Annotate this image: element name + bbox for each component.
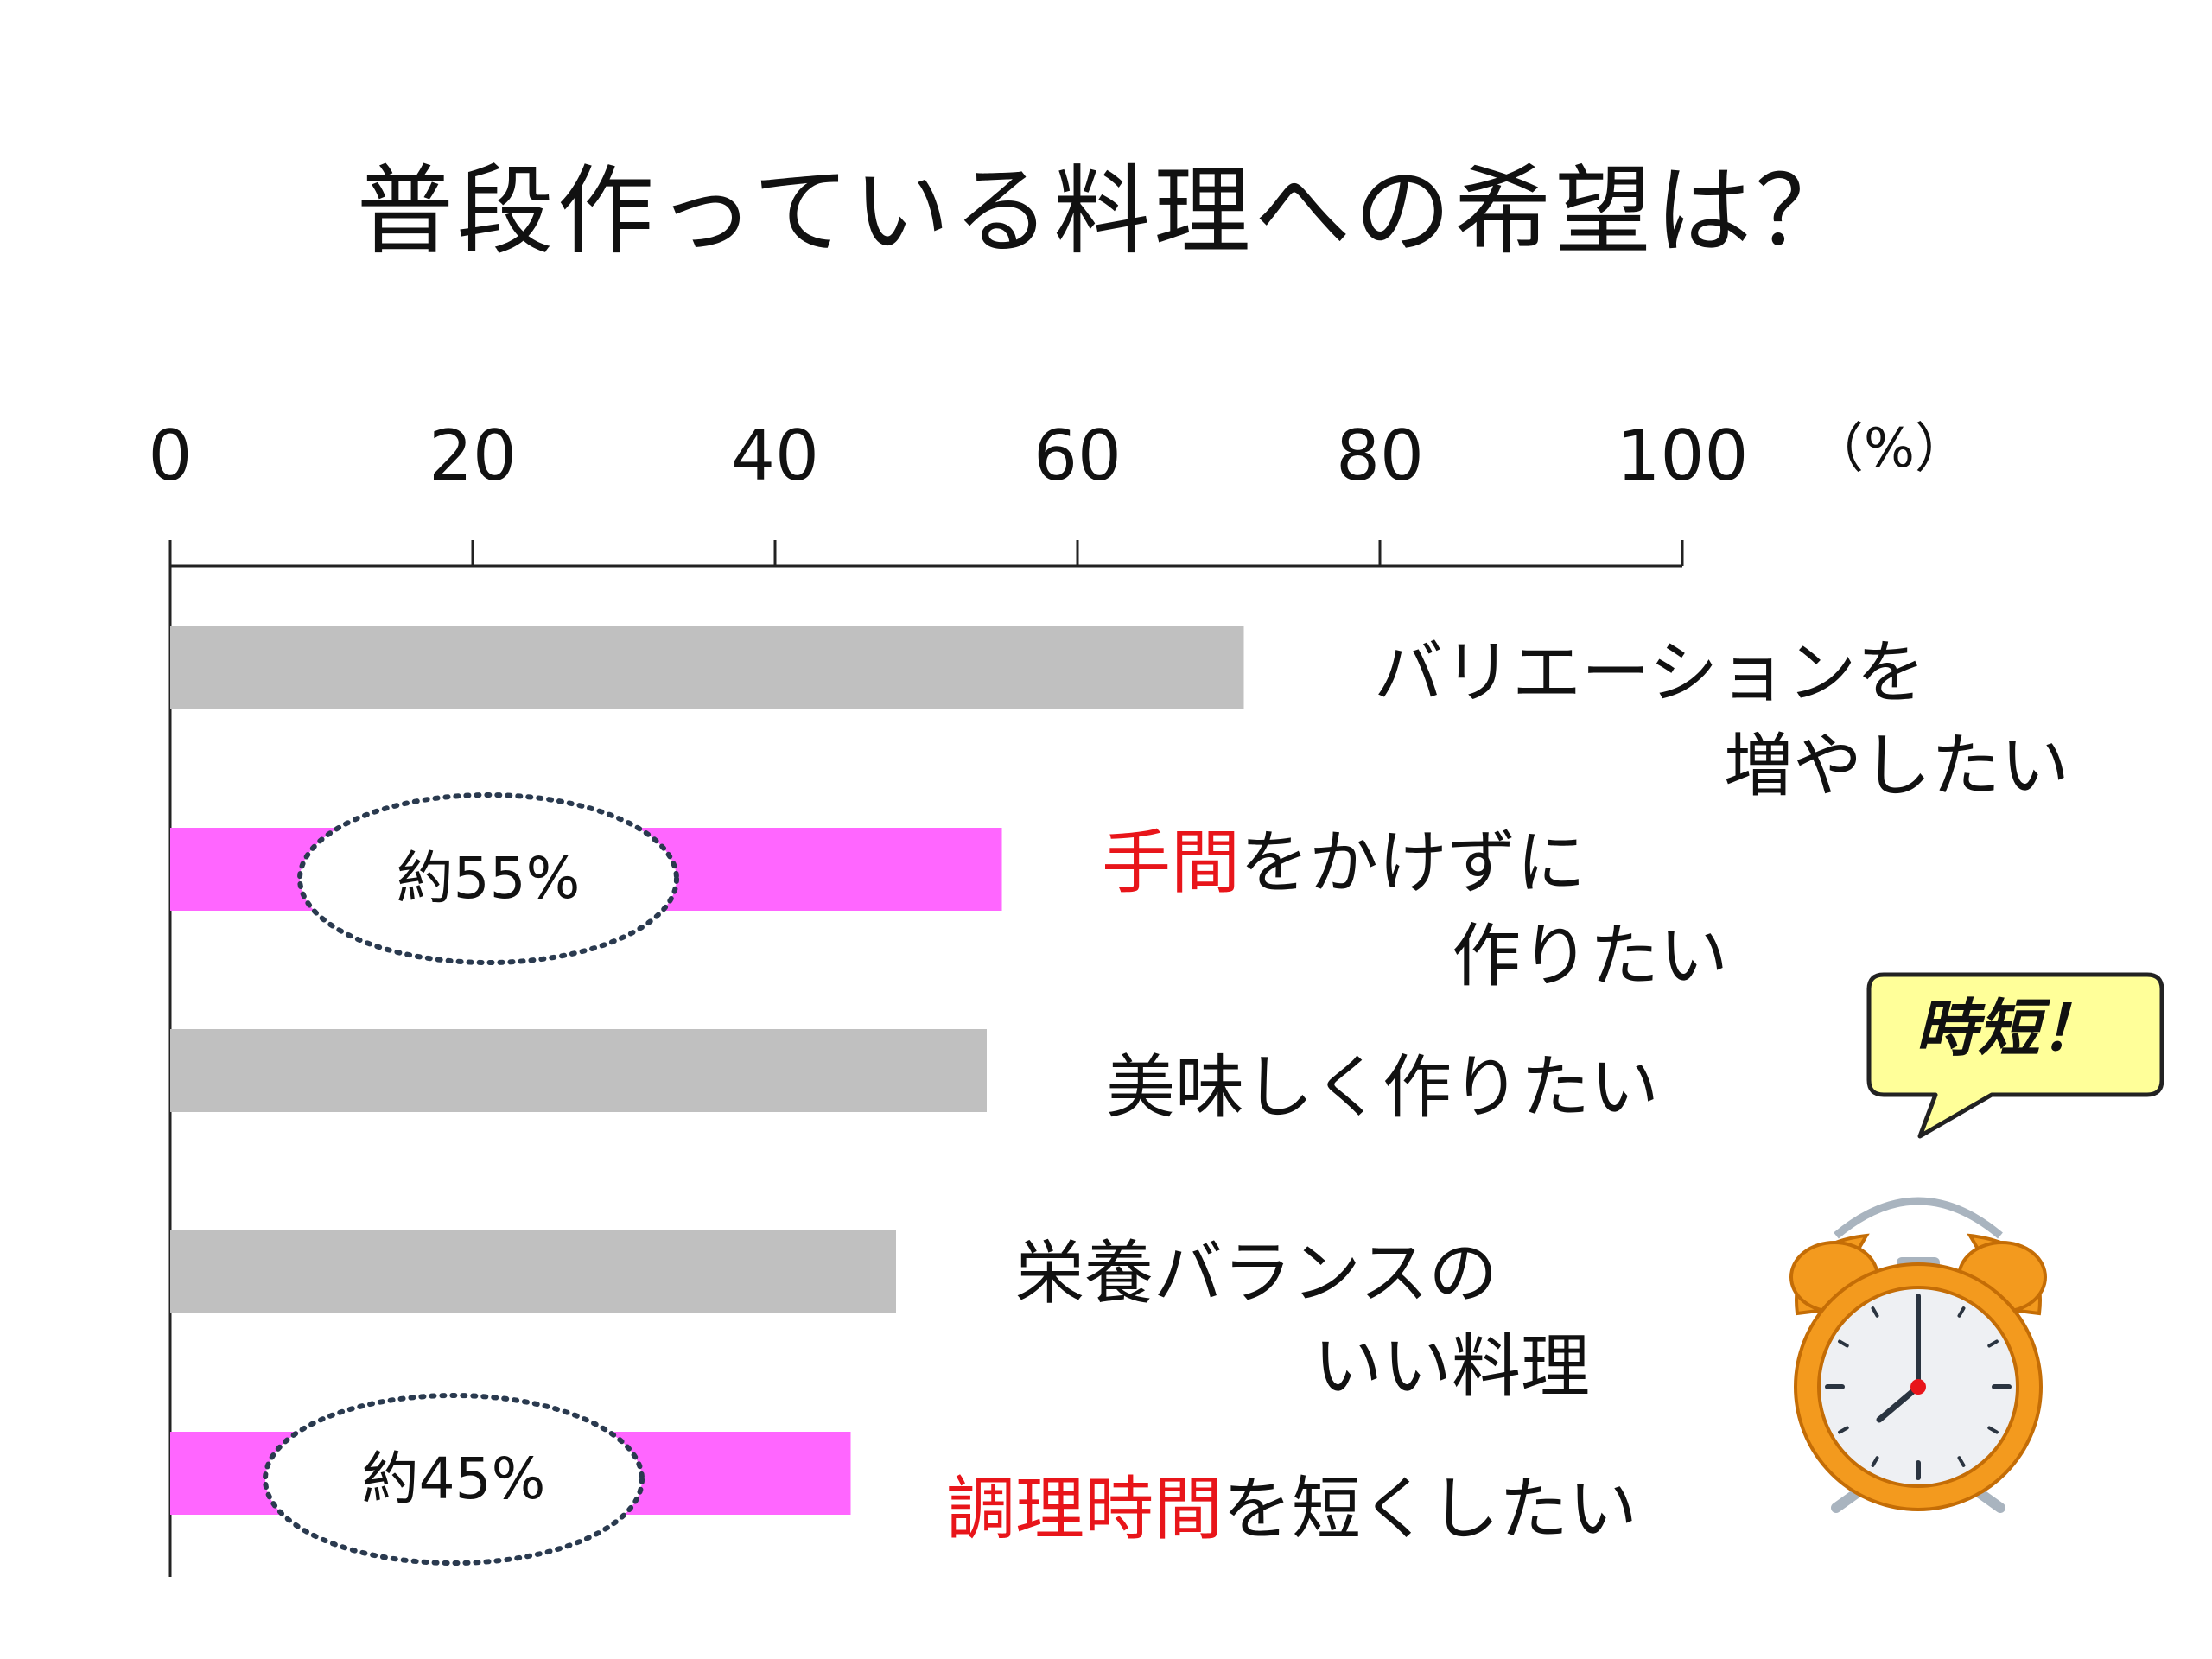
x-tick-label: 0 [149,416,193,496]
callout-ellipse [263,1393,645,1566]
clock-tick [1957,1456,1966,1467]
speech-bubble [1866,972,2164,1139]
x-tick-label: 40 [731,416,819,496]
clock-tick [1838,1426,1849,1434]
callout-label: 約55% [396,845,581,912]
x-tick-label: 100 [1617,416,1749,496]
category-label: 手間をかけずに 作りたい [1102,823,1728,996]
x-tick-label: 60 [1033,416,1122,496]
chart-title: 普段作っている料理への希望は？ [356,156,1856,268]
x-tick-label: 20 [429,416,517,496]
x-tick-label: 80 [1336,416,1424,496]
bar [170,626,1244,709]
category-label: 栄養バランスの いい料理 [1015,1233,1590,1407]
callout-ellipse [297,792,679,965]
category-label: バリエーションを 増やしたい [1374,632,2069,806]
category-label: 調理時間を短くしたい [946,1469,1637,1549]
bar [170,1230,896,1313]
speech-bubble-text: 時短！ [1915,992,2102,1065]
clock-tick [1871,1456,1879,1467]
bar [170,1029,987,1112]
clock-tick [1871,1306,1879,1318]
clock-tick [1987,1339,1999,1348]
clock-tick [1957,1306,1966,1318]
clock-tick [1838,1339,1849,1348]
x-unit-label: （%） [1810,416,1968,480]
alarm-clock-icon [1789,1197,2047,1513]
callout-label: 約45% [361,1446,546,1512]
category-label: 美味しく作りたい [1106,1047,1659,1128]
clock-tick [1987,1426,1999,1434]
